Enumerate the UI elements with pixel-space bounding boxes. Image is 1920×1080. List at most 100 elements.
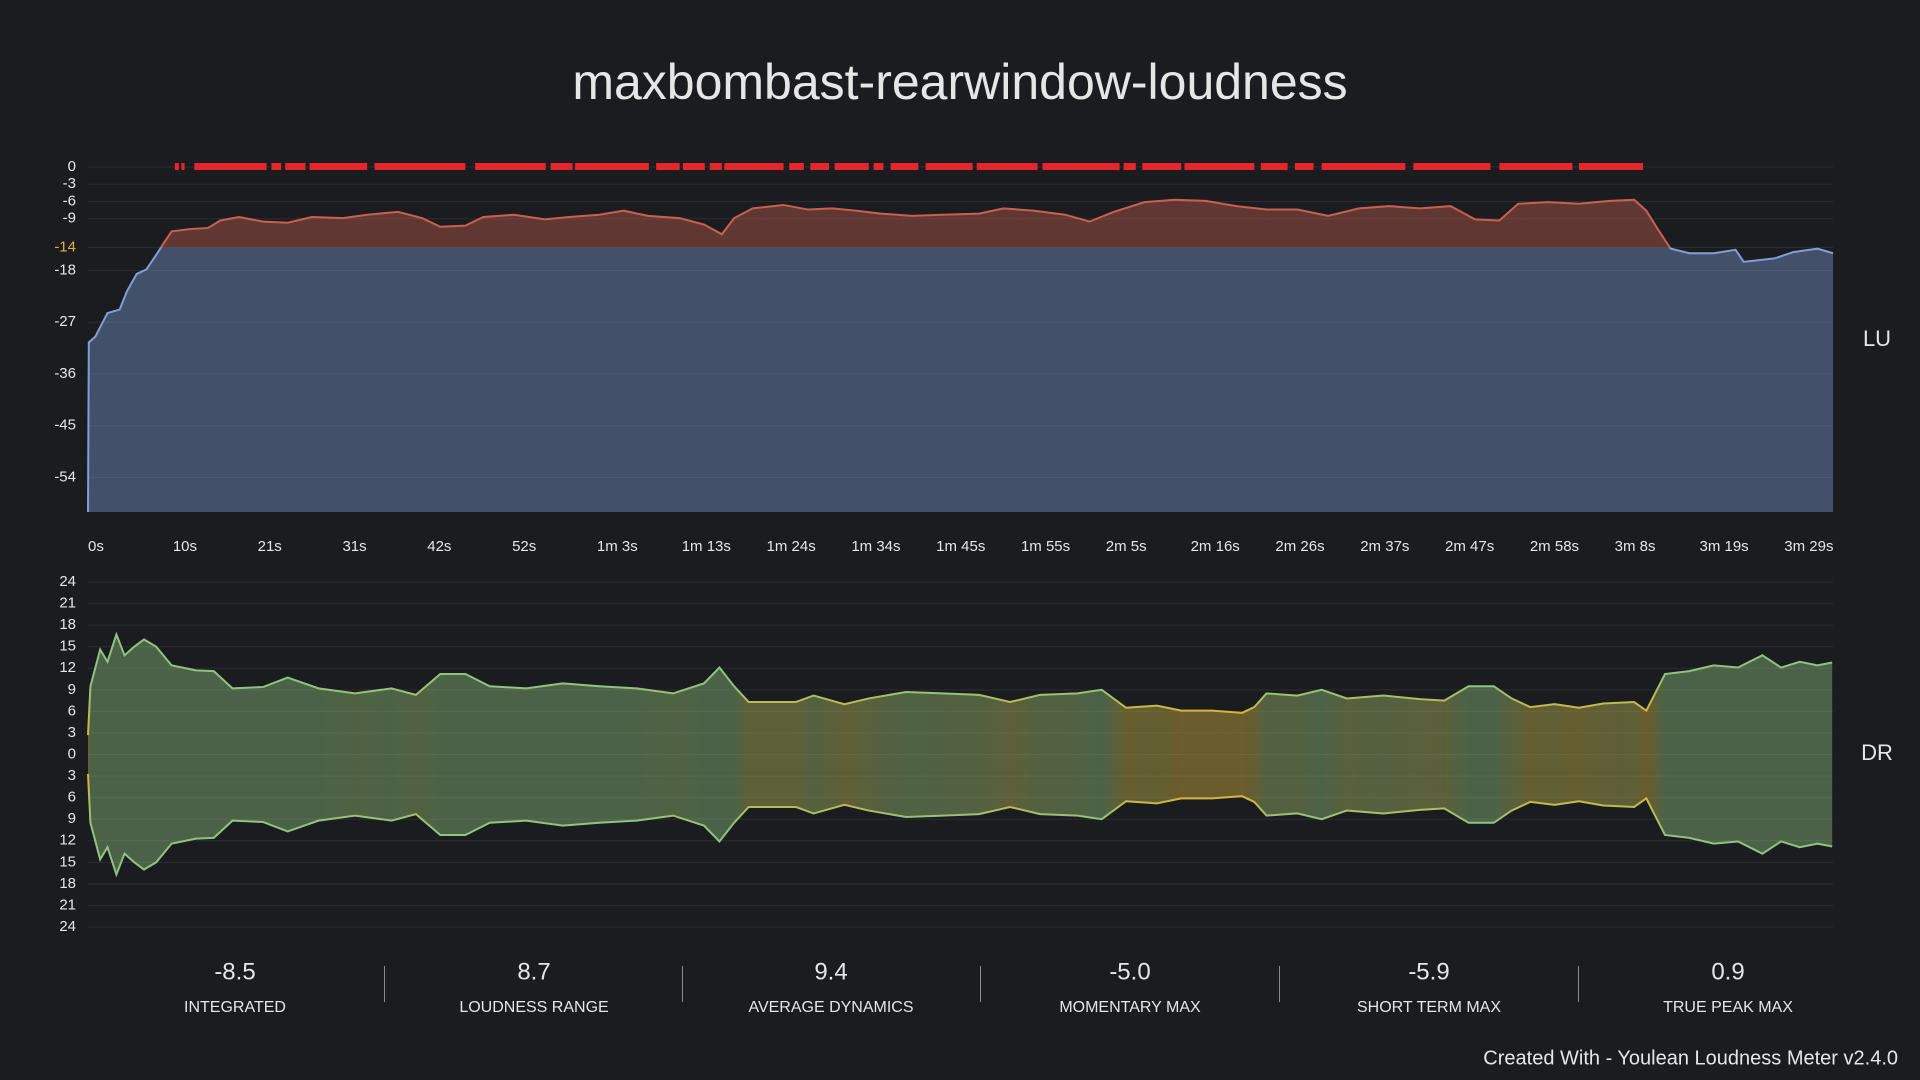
loudness-area (88, 199, 1833, 512)
x-tick-label: 42s (427, 538, 451, 555)
y-tick-label: -36 (54, 365, 76, 382)
y-tick-label: 18 (59, 875, 76, 892)
y-tick-label: -14 (54, 238, 76, 255)
y-tick-label: -9 (63, 210, 76, 227)
x-tick-label: 0s (88, 538, 104, 555)
x-tick-label: 2m 5s (1106, 538, 1147, 555)
stat-value: -5.9 (1408, 958, 1449, 985)
y-tick-label: 21 (59, 896, 76, 913)
y-tick-label: 9 (68, 681, 76, 698)
clip-marker (1499, 163, 1573, 170)
x-tick-label: 2m 37s (1360, 538, 1409, 555)
x-tick-label: 1m 24s (767, 538, 816, 555)
x-tick-label: 2m 47s (1445, 538, 1494, 555)
x-tick-label: 2m 58s (1530, 538, 1579, 555)
clip-marker (1042, 163, 1120, 170)
clip-marker (271, 163, 282, 170)
x-tick-label: 2m 26s (1275, 538, 1324, 555)
clip-marker (1184, 163, 1255, 170)
x-tick-label: 10s (173, 538, 197, 555)
clip-marker (834, 163, 869, 170)
clip-marker (810, 163, 830, 170)
clip-marker (574, 163, 649, 170)
clip-marker (374, 163, 466, 170)
x-tick-label: 31s (342, 538, 366, 555)
clip-marker (1123, 163, 1136, 170)
y-tick-label: -27 (54, 313, 76, 330)
clip-marker (789, 163, 804, 170)
dr-line (87, 631, 1833, 736)
y-tick-label: 0 (68, 745, 76, 762)
clip-marker (925, 163, 973, 170)
clip-marker (1413, 163, 1491, 170)
stat-value: -8.5 (214, 958, 255, 985)
stat-value: 8.7 (517, 958, 550, 985)
x-tick-label: 1m 13s (682, 538, 731, 555)
y-tick-label: -6 (63, 192, 76, 209)
stat-label: LOUDNESS RANGE (459, 999, 608, 1016)
y-tick-label: 3 (68, 767, 76, 784)
x-tick-label: 1m 45s (936, 538, 985, 555)
y-tick-label: 12 (59, 659, 76, 676)
clip-marker (1294, 163, 1314, 170)
clip-marker (174, 163, 179, 170)
y-tick-label: 24 (59, 573, 76, 590)
x-tick-label: 3m 19s (1699, 538, 1748, 555)
x-tick-label: 3m 29s (1784, 538, 1833, 555)
x-tick-label: 3m 8s (1615, 538, 1656, 555)
stat-value: 0.9 (1711, 958, 1744, 985)
clip-marker (890, 163, 919, 170)
clip-marker (1578, 163, 1644, 170)
y-tick-label: -54 (54, 468, 76, 485)
clip-marker (1321, 163, 1406, 170)
clip-marker (181, 163, 185, 170)
x-tick-label: 1m 55s (1021, 538, 1070, 555)
stat-label: INTEGRATED (184, 999, 286, 1016)
x-tick-label: 21s (258, 538, 282, 555)
y-tick-label: -18 (54, 261, 76, 278)
y-tick-label: 3 (68, 724, 76, 741)
x-tick-label: 2m 16s (1191, 538, 1240, 555)
y-tick-label: 0 (68, 158, 76, 175)
x-tick-label: 1m 34s (851, 538, 900, 555)
title: maxbombast-rearwindow-loudness (572, 54, 1347, 110)
stat-label: MOMENTARY MAX (1059, 999, 1201, 1016)
y-tick-label: -3 (63, 175, 76, 192)
y-tick-label: 21 (59, 595, 76, 612)
clip-marker (682, 163, 705, 170)
y-tick-label: 6 (68, 702, 76, 719)
y-axis-label: LU (1863, 326, 1891, 351)
stat-value: 9.4 (814, 958, 847, 985)
stat-value: -5.0 (1109, 958, 1150, 985)
footer: Created With - Youlean Loudness Meter v2… (1483, 1047, 1898, 1069)
dr-line (87, 773, 1833, 878)
clip-marker (873, 163, 884, 170)
clip-marker (194, 163, 267, 170)
y-tick-label: 15 (59, 853, 76, 870)
x-tick-label: 52s (512, 538, 536, 555)
y-tick-label: 12 (59, 832, 76, 849)
clip-marker (976, 163, 1038, 170)
y-tick-label: 15 (59, 638, 76, 655)
y-tick-label: 24 (59, 918, 76, 935)
clip-marker (309, 163, 368, 170)
stat-label: SHORT TERM MAX (1357, 999, 1501, 1016)
clip-marker (1142, 163, 1182, 170)
y-tick-label: -45 (54, 417, 76, 434)
y-tick-label: 9 (68, 810, 76, 827)
clip-marker (1260, 163, 1288, 170)
loudness-line (87, 198, 1834, 513)
stat-label: AVERAGE DYNAMICS (748, 999, 913, 1016)
clip-marker (709, 163, 722, 170)
clip-marker (285, 163, 306, 170)
y-axis-label: DR (1861, 740, 1893, 765)
x-tick-label: 1m 3s (597, 538, 638, 555)
clip-marker (656, 163, 680, 170)
clip-marker (724, 163, 784, 170)
clip-marker (475, 163, 546, 170)
stat-label: TRUE PEAK MAX (1663, 999, 1793, 1016)
y-tick-label: 6 (68, 789, 76, 806)
y-tick-label: 18 (59, 616, 76, 633)
